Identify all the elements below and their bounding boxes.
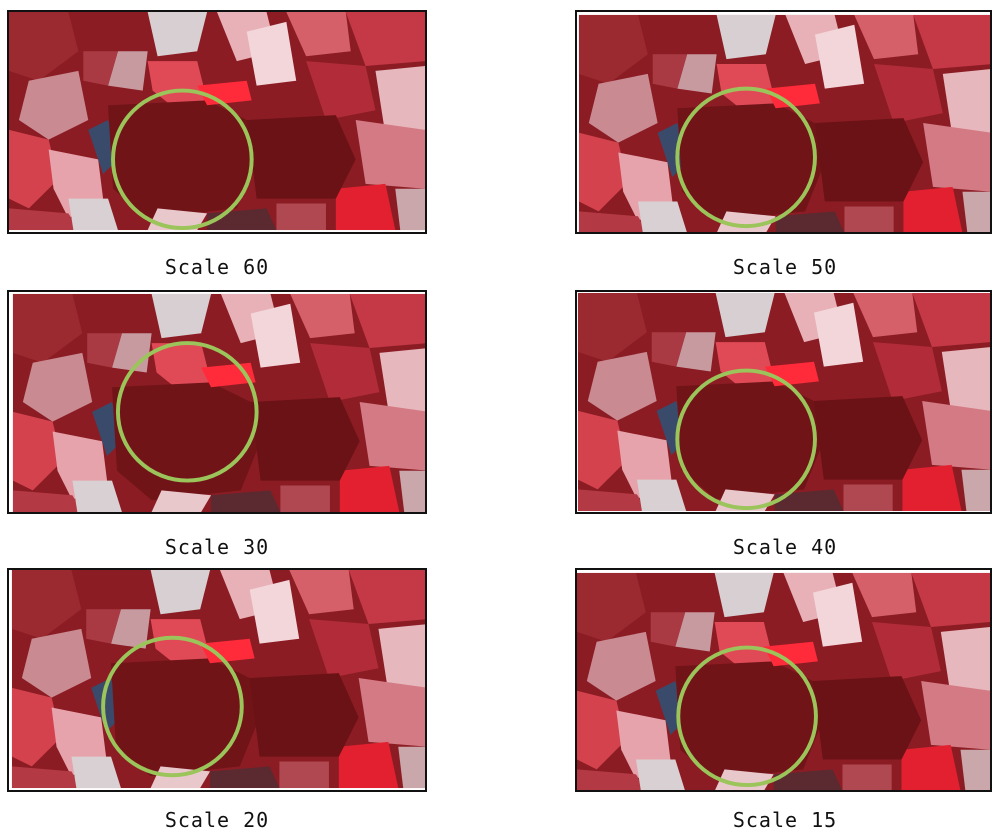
satellite-image (575, 568, 992, 792)
image-content (578, 293, 991, 511)
caption: Scale 40 (575, 535, 992, 559)
image-panel (7, 10, 427, 234)
image-content (13, 294, 427, 512)
image-content (577, 573, 990, 791)
image-panel (575, 290, 992, 514)
caption: Scale 30 (7, 535, 427, 559)
satellite-image (7, 10, 427, 234)
caption: Scale 60 (7, 255, 427, 279)
satellite-image (575, 10, 992, 234)
image-content (9, 12, 425, 230)
image-panel (7, 568, 427, 792)
image-panel (575, 10, 992, 234)
caption: Scale 15 (575, 808, 992, 832)
figure: Scale 60 Scale 50 Scale 30 Scale 40 Scale 20… (0, 0, 992, 830)
satellite-image (575, 290, 992, 514)
image-panel (7, 290, 427, 514)
image-content (579, 15, 992, 233)
caption: Scale 20 (7, 808, 427, 832)
satellite-image (7, 568, 427, 792)
image-panel (575, 568, 992, 792)
satellite-image (7, 290, 427, 514)
caption: Scale 50 (575, 255, 992, 279)
